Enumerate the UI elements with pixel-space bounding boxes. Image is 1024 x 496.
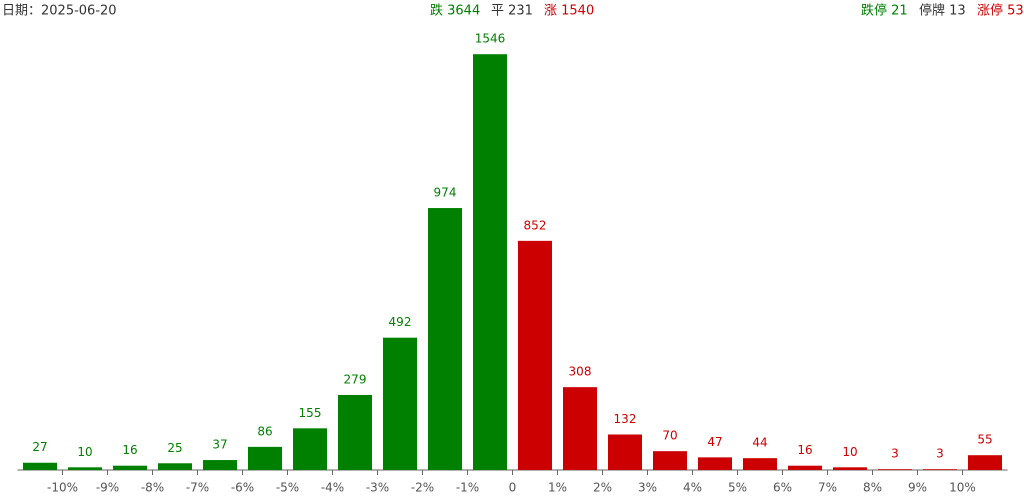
- value-label: 25: [167, 441, 182, 455]
- x-tick-label: -9%: [96, 481, 119, 495]
- bar: [923, 469, 957, 470]
- x-tick-label: -1%: [456, 481, 479, 495]
- value-label: 27: [32, 440, 47, 454]
- x-tick-label: -6%: [231, 481, 254, 495]
- bar: [968, 455, 1002, 470]
- value-label: 47: [707, 435, 722, 449]
- value-label: 1546: [475, 32, 506, 46]
- suspended: 停牌 13: [919, 3, 966, 19]
- value-label: 10: [77, 445, 92, 459]
- bar: [23, 462, 57, 470]
- value-label: 16: [797, 443, 812, 457]
- x-tick-label: 10%: [949, 481, 976, 495]
- x-tick-label: 4%: [683, 481, 702, 495]
- bar: [428, 208, 462, 470]
- bar: [68, 467, 102, 470]
- bar: [563, 387, 597, 470]
- bar: [293, 428, 327, 470]
- x-tick-label: 0: [509, 481, 517, 495]
- x-tick-label: 5%: [728, 481, 747, 495]
- x-tick-label: 3%: [638, 481, 657, 495]
- bar: [113, 465, 147, 470]
- x-tick-label: -8%: [141, 481, 164, 495]
- value-label: 132: [614, 412, 637, 426]
- bar: [743, 458, 777, 470]
- bar: [608, 434, 642, 470]
- bar: [518, 240, 552, 470]
- value-label: 37: [212, 438, 227, 452]
- value-label: 55: [977, 433, 992, 447]
- bar: [383, 337, 417, 470]
- flat-count: 平 231: [491, 4, 533, 19]
- limit-up: 涨停 53: [977, 3, 1024, 19]
- value-label: 155: [299, 406, 322, 420]
- value-label: 86: [257, 424, 272, 438]
- value-label: 16: [122, 443, 137, 457]
- x-tick-label: -4%: [321, 481, 344, 495]
- x-tick-label: 2%: [593, 481, 612, 495]
- down-count: 跌 3644: [430, 3, 480, 19]
- up-count: 涨 1540: [544, 4, 594, 19]
- bar: [473, 54, 507, 470]
- x-tick-label: 6%: [773, 481, 792, 495]
- x-tick-label: -2%: [411, 481, 434, 495]
- x-tick-label: -5%: [276, 481, 299, 495]
- x-tick-label: 7%: [818, 481, 837, 495]
- value-label: 44: [752, 436, 767, 450]
- value-label: 852: [524, 218, 547, 232]
- bar: [878, 469, 912, 470]
- bar: [788, 465, 822, 470]
- bar: [158, 463, 192, 470]
- value-label: 70: [662, 429, 677, 443]
- value-label: 3: [936, 447, 944, 461]
- x-tick-label: -10%: [47, 481, 78, 495]
- x-tick-label: 1%: [548, 481, 567, 495]
- value-label: 308: [569, 365, 592, 379]
- bar: [203, 460, 237, 470]
- value-label: 3: [891, 447, 899, 461]
- value-label: 492: [389, 315, 412, 329]
- date: 日期：2025-06-20: [2, 4, 117, 19]
- value-label: 974: [434, 186, 457, 200]
- bar: [248, 446, 282, 470]
- value-label: 279: [344, 372, 367, 386]
- x-tick-label: -7%: [186, 481, 209, 495]
- bar: [833, 467, 867, 470]
- bar: [653, 451, 687, 470]
- bar: [338, 394, 372, 470]
- limit-down: 跌停 21: [861, 3, 908, 19]
- x-tick-label: 9%: [908, 481, 927, 495]
- x-tick-label: -3%: [366, 481, 389, 495]
- bar: [698, 457, 732, 470]
- x-tick-label: 8%: [863, 481, 882, 495]
- value-label: 10: [842, 445, 857, 459]
